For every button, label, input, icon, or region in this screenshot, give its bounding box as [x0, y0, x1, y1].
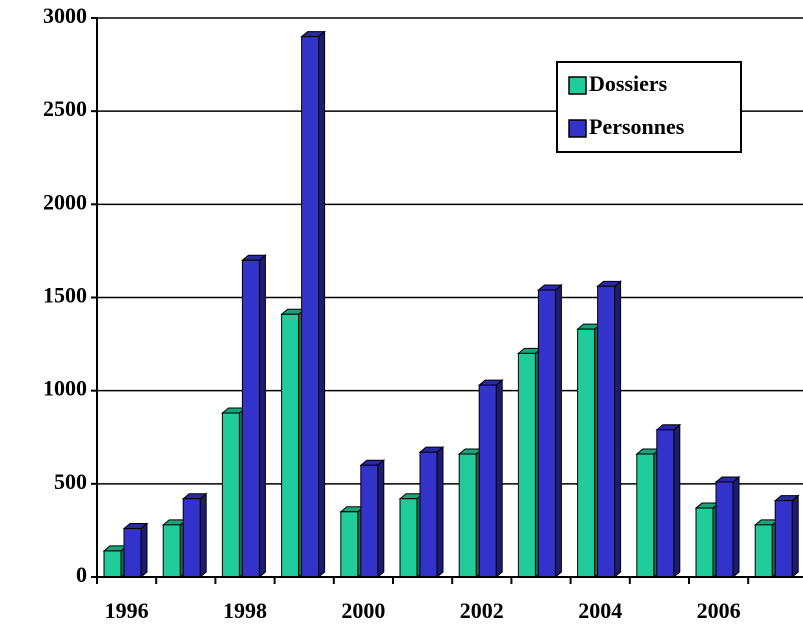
y-tick-label: 1500 [43, 283, 87, 308]
bar [301, 36, 320, 578]
bar [597, 285, 616, 578]
bar [695, 507, 714, 578]
y-tick-label: 500 [54, 469, 87, 494]
bar [399, 498, 418, 578]
bar [636, 453, 655, 578]
legend [556, 61, 742, 153]
bar-side [377, 459, 385, 579]
bar-side [318, 30, 326, 579]
bar [360, 464, 379, 578]
bar [478, 384, 497, 578]
bar [103, 550, 122, 578]
x-tick-label: 1998 [223, 598, 267, 623]
x-tick-label: 1996 [105, 598, 149, 623]
bar [123, 528, 142, 578]
y-tick-label: 2500 [43, 96, 87, 121]
bar [774, 500, 793, 578]
y-tick-label: 1000 [43, 376, 87, 401]
bar [162, 524, 181, 578]
bar [221, 412, 240, 578]
legend-swatch [568, 76, 587, 95]
y-tick-label: 3000 [43, 3, 87, 28]
bar-side [673, 423, 681, 579]
legend-swatch [568, 119, 587, 138]
y-tick-label: 2000 [43, 189, 87, 214]
bar [281, 313, 300, 578]
legend-label: Dossiers [589, 71, 668, 96]
bar [715, 481, 734, 578]
bar-side [436, 446, 444, 579]
bar-side [140, 522, 148, 579]
x-tick-label: 2004 [578, 598, 622, 623]
bar [241, 259, 260, 578]
bar [754, 524, 773, 578]
bar-side [614, 280, 622, 579]
bar-side [199, 492, 207, 579]
bar [656, 429, 675, 578]
bar-side [732, 475, 740, 579]
bar-side [554, 283, 562, 579]
bar [458, 453, 477, 578]
bar [340, 511, 359, 578]
bar [577, 328, 596, 578]
legend-label: Personnes [589, 114, 685, 139]
bar [182, 498, 201, 578]
y-tick-label: 0 [76, 562, 87, 587]
bar-side [258, 254, 266, 579]
bar-side [791, 494, 799, 579]
bar-side [495, 379, 503, 579]
bar [419, 451, 438, 578]
x-tick-label: 2006 [697, 598, 741, 623]
x-tick-label: 2002 [460, 598, 504, 623]
x-tick-label: 2000 [341, 598, 385, 623]
bar [537, 289, 556, 578]
bar [517, 352, 536, 578]
